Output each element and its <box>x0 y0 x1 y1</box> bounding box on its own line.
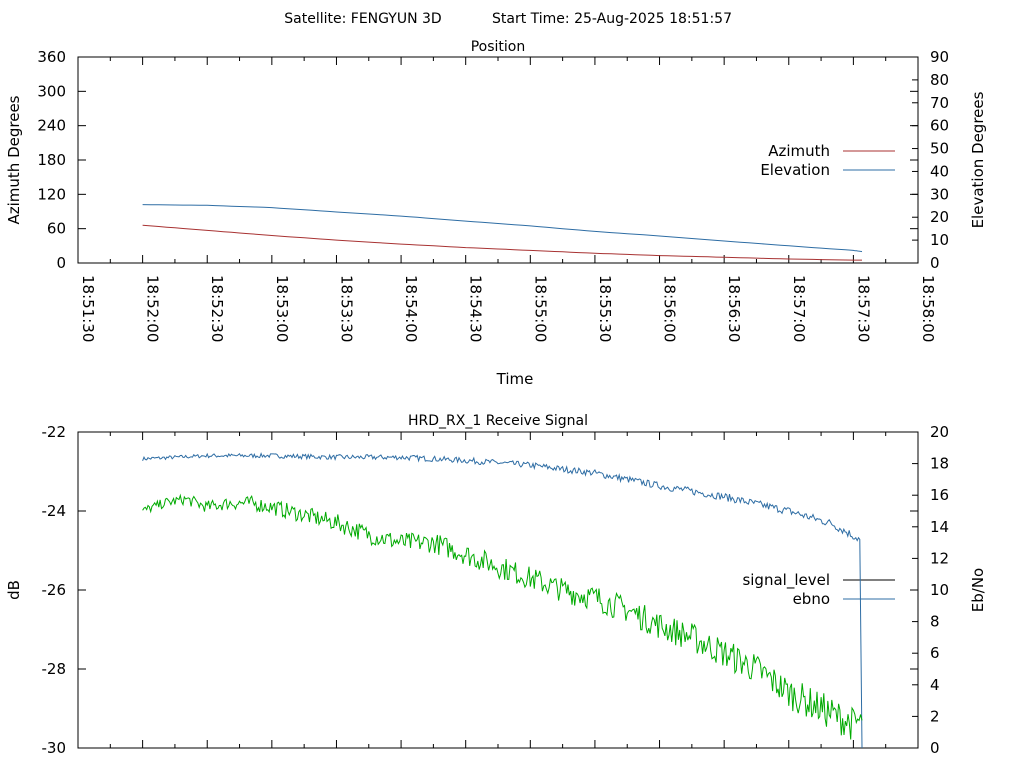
y-right-tick-label: 50 <box>930 140 949 158</box>
y-right-tick-label: 2 <box>930 707 940 725</box>
y-left-tick-label: -22 <box>42 423 67 441</box>
x-tick-label: 18:52:00 <box>144 275 162 342</box>
y-right-tick-label: 20 <box>930 423 949 441</box>
x-tick-label: 18:58:00 <box>919 275 937 342</box>
y-right-tick-label: 6 <box>930 644 940 662</box>
y-left-tick-label: 240 <box>37 117 66 135</box>
y-left-tick-label: -30 <box>42 739 67 757</box>
y-right-tick-label: 10 <box>930 231 949 249</box>
y-left-tick-label: -28 <box>42 660 67 678</box>
x-tick-label: 18:56:00 <box>661 275 679 342</box>
y-right-tick-label: 10 <box>930 581 949 599</box>
series-line-ebno <box>142 452 863 749</box>
plot-frame <box>77 56 919 264</box>
plot-title: HRD_RX_1 Receive Signal <box>408 413 588 429</box>
plot-title: Position <box>471 39 526 55</box>
y-right-tick-label: 40 <box>930 162 949 180</box>
y-left-tick-label: 300 <box>37 82 66 100</box>
series-line-Azimuth <box>142 224 862 261</box>
legend-label: signal_level <box>742 571 830 590</box>
start-time-label: Start Time: 25-Aug-2025 18:51:57 <box>492 11 732 27</box>
y-right-tick-label: 12 <box>930 549 949 567</box>
y-left-tick-label: 60 <box>47 220 66 238</box>
x-tick-label: 18:57:00 <box>790 275 808 342</box>
y-left-tick-label: 120 <box>37 185 66 203</box>
x-tick-label: 18:55:00 <box>531 275 549 342</box>
y-right-tick-label: 8 <box>930 613 940 631</box>
y-left-axis-label: dB <box>5 580 23 600</box>
x-tick-label: 18:51:30 <box>79 275 97 342</box>
series-line-trace-2 <box>142 493 863 740</box>
y-right-tick-label: 30 <box>930 185 949 203</box>
y-left-tick-label: 180 <box>37 151 66 169</box>
x-tick-label: 18:53:00 <box>273 275 291 342</box>
x-tick-label: 18:53:30 <box>337 275 355 342</box>
y-right-tick-label: 70 <box>930 94 949 112</box>
y-right-tick-label: 18 <box>930 455 949 473</box>
y-left-tick-label: -24 <box>42 502 67 520</box>
x-tick-label: 18:54:00 <box>402 275 420 342</box>
chart-panels: Position06012018024030036001020304050607… <box>5 39 987 757</box>
y-right-axis-label: Eb/No <box>969 568 987 612</box>
series-line-Elevation <box>142 204 863 253</box>
y-left-tick-label: 360 <box>37 48 66 66</box>
y-left-tick-label: 0 <box>56 254 66 272</box>
legend-label: Azimuth <box>768 142 830 160</box>
y-right-tick-label: 20 <box>930 208 949 226</box>
y-right-tick-label: 0 <box>930 254 940 272</box>
x-tick-label: 18:52:30 <box>208 275 226 342</box>
y-right-tick-label: 90 <box>930 48 949 66</box>
y-right-tick-label: 60 <box>930 117 949 135</box>
satellite-label: Satellite: FENGYUN 3D <box>284 11 441 27</box>
y-right-tick-label: 0 <box>930 739 940 757</box>
x-axis-label: Time <box>496 370 534 388</box>
legend-label: Elevation <box>760 161 830 179</box>
y-right-tick-label: 80 <box>930 71 949 89</box>
y-left-tick-label: -26 <box>42 581 67 599</box>
x-tick-label: 18:56:30 <box>725 275 743 342</box>
x-tick-label: 18:57:30 <box>854 275 872 342</box>
y-right-tick-label: 14 <box>930 518 949 536</box>
x-tick-label: 18:55:30 <box>596 275 614 342</box>
y-right-tick-label: 4 <box>930 676 940 694</box>
legend-label: ebno <box>793 590 830 608</box>
y-left-axis-label: Azimuth Degrees <box>5 95 23 224</box>
x-tick-label: 18:54:30 <box>467 275 485 342</box>
y-right-tick-label: 16 <box>930 486 949 504</box>
y-right-axis-label: Elevation Degrees <box>969 91 987 228</box>
